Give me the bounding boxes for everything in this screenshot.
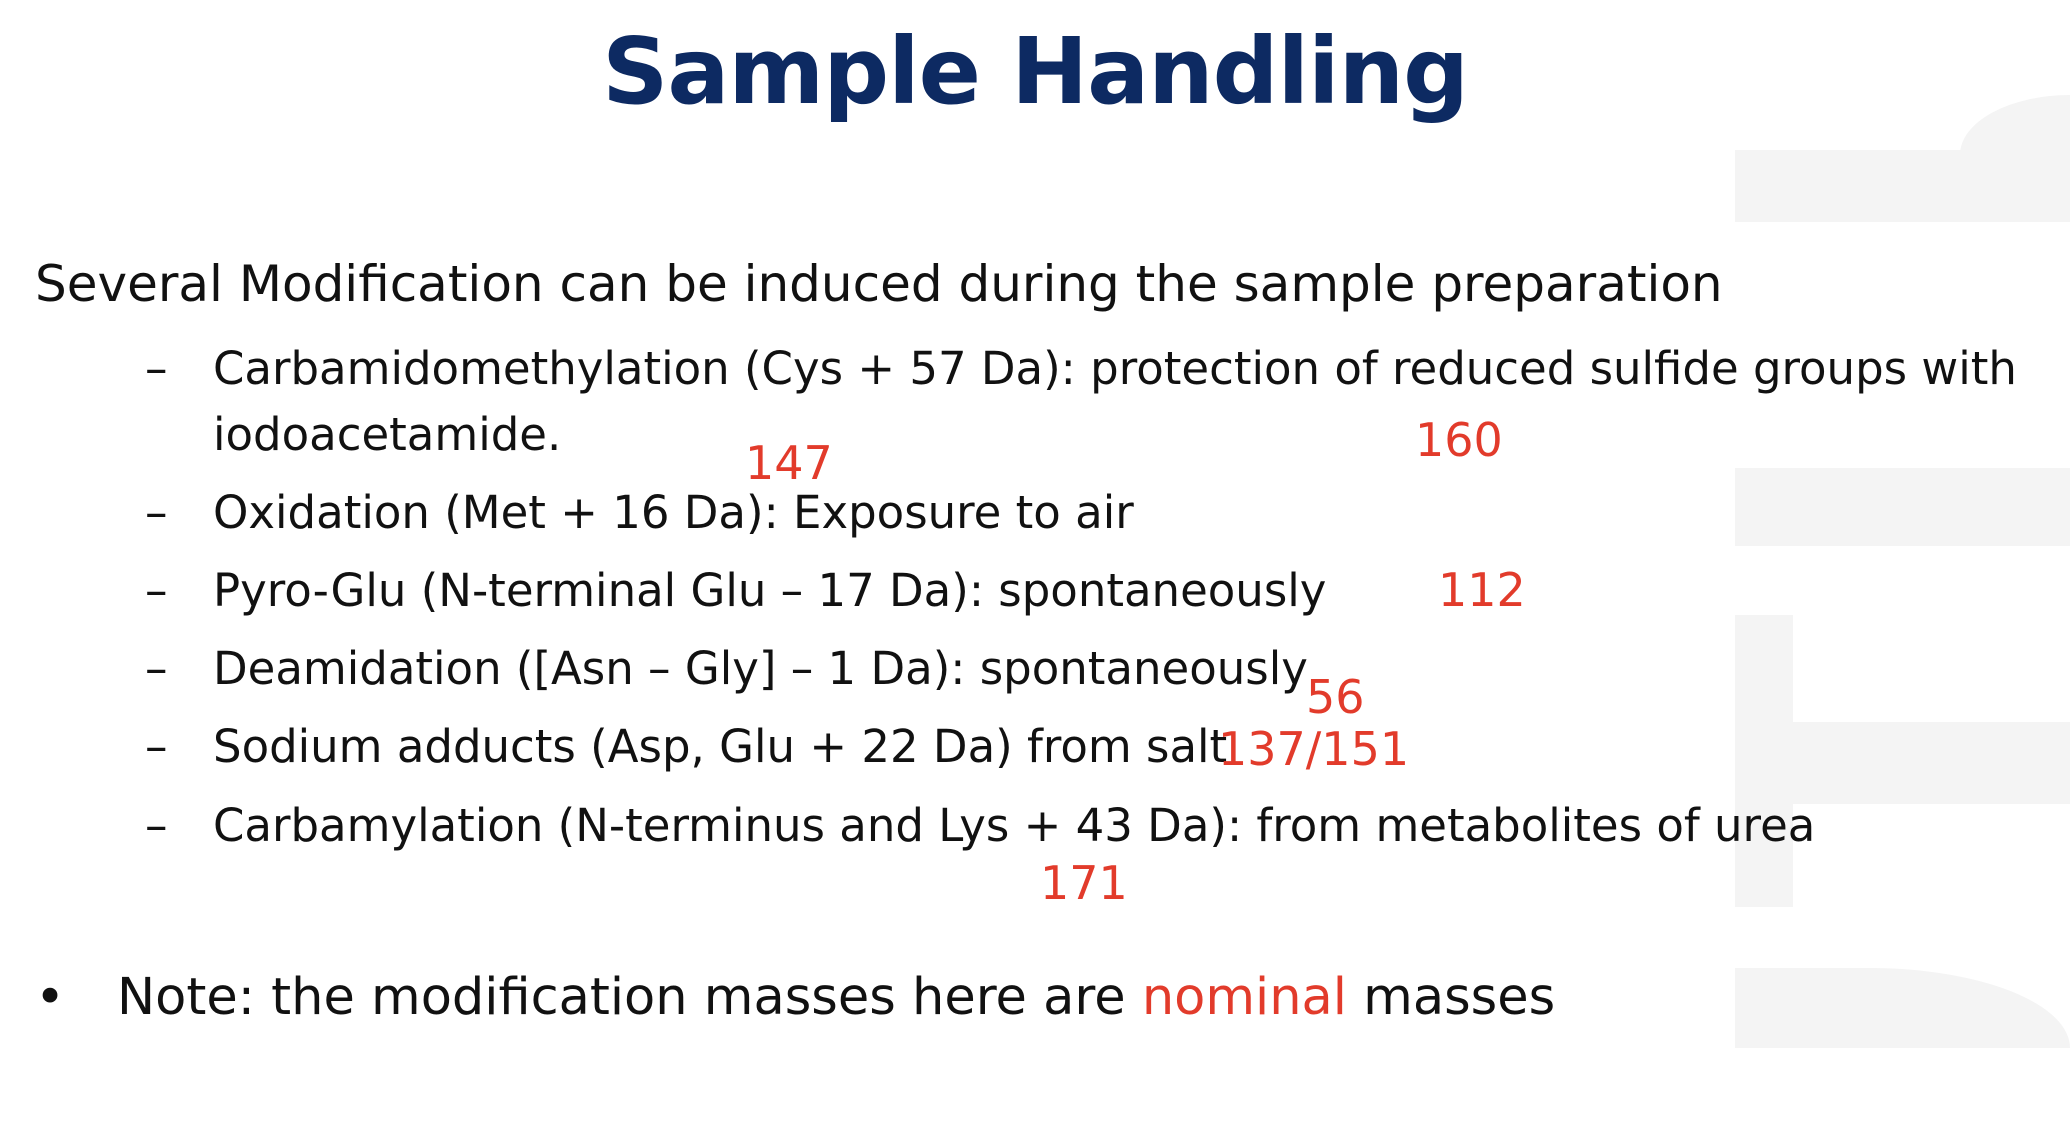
watermark-shape	[1735, 468, 2070, 546]
list-item-text: Sodium adducts (Asp, Glu + 22 Da) from s…	[213, 720, 1228, 773]
note-highlight: nominal	[1141, 968, 1347, 1027]
dash-marker: –	[145, 564, 168, 617]
annotation-160: 160	[1415, 413, 1503, 467]
dash-marker: –	[145, 486, 168, 539]
dash-marker: –	[145, 799, 168, 852]
list-item-text: Deamidation ([Asn – Gly] – 1 Da): sponta…	[213, 642, 1308, 695]
list-item-text: Pyro-Glu (N-terminal Glu – 17 Da): spont…	[213, 564, 1327, 617]
note-text-after: masses	[1346, 968, 1556, 1027]
note-text-before: Note: the modification masses here are	[117, 968, 1142, 1027]
watermark-shape	[1735, 968, 2070, 1048]
annotation-147: 147	[745, 436, 833, 490]
slide-title: Sample Handling	[602, 18, 1469, 125]
intro-text: Several Modification can be induced duri…	[35, 255, 1723, 313]
bullet-marker: •	[35, 968, 66, 1027]
list-item-text: Oxidation (Met + 16 Da): Exposure to air	[213, 486, 1134, 539]
dash-marker: –	[145, 720, 168, 773]
note-text: Note: the modification masses here are n…	[117, 968, 1555, 1027]
list-item-text: Carbamidomethylation (Cys + 57 Da): prot…	[213, 342, 2017, 395]
watermark-shape	[1735, 722, 2070, 804]
annotation-112: 112	[1438, 563, 1526, 617]
list-item-text: Carbamylation (N-terminus and Lys + 43 D…	[213, 799, 1816, 852]
dash-marker: –	[145, 342, 168, 395]
dash-marker: –	[145, 642, 168, 695]
list-item-text-continued: iodoacetamide.	[213, 408, 562, 461]
annotation-171: 171	[1040, 856, 1128, 910]
annotation-56: 56	[1306, 670, 1365, 724]
annotation-137-151: 137/151	[1218, 722, 1410, 776]
